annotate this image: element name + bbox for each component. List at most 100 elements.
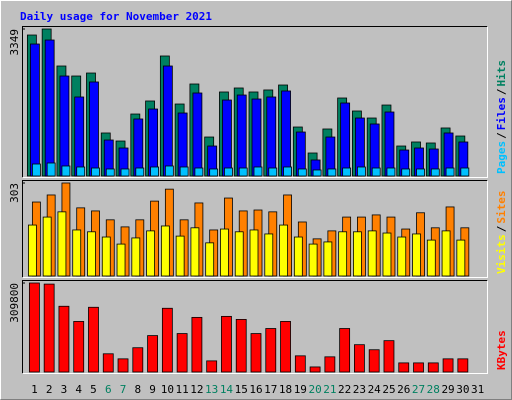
bar	[340, 102, 351, 177]
bar	[147, 335, 158, 373]
bar	[264, 233, 274, 277]
bar	[357, 166, 366, 177]
x-tick-label: 10	[161, 383, 174, 396]
bar	[442, 358, 454, 373]
bar	[293, 236, 303, 277]
x-tick-label: 20	[308, 383, 321, 396]
bar	[234, 231, 244, 277]
x-tick-label: 11	[176, 383, 189, 396]
legend-separator: /	[495, 132, 508, 139]
plot-border-light	[22, 26, 488, 178]
bar	[456, 239, 466, 277]
bar	[206, 360, 218, 373]
x-tick-label: 15	[235, 383, 248, 396]
bar	[132, 347, 144, 373]
bar	[430, 168, 440, 177]
y-tick-label: 3349	[8, 29, 21, 56]
bar	[401, 168, 411, 177]
bar	[250, 333, 262, 373]
x-tick-label: 25	[382, 383, 395, 396]
x-tick-label: 17	[264, 383, 277, 396]
bar	[342, 167, 352, 177]
bar	[27, 224, 37, 277]
bar	[371, 167, 381, 177]
bar	[179, 166, 189, 177]
bar	[236, 94, 247, 177]
bar	[192, 92, 203, 177]
x-tick-label: 2	[46, 383, 53, 396]
bar	[279, 224, 288, 277]
bar	[238, 167, 248, 177]
bar	[146, 230, 155, 277]
bar	[416, 168, 425, 177]
x-tick-label: 7	[120, 383, 127, 396]
legend-entry: KBytes	[495, 330, 508, 370]
bar	[209, 168, 219, 177]
bar	[105, 168, 115, 177]
bar	[150, 166, 159, 177]
x-tick-label: 9	[149, 383, 156, 396]
bar	[222, 99, 232, 177]
bar	[72, 229, 82, 277]
bar	[205, 242, 215, 277]
bar	[190, 227, 200, 277]
bar	[29, 43, 40, 177]
bar	[175, 235, 185, 277]
bar	[194, 167, 204, 177]
bar	[120, 168, 130, 177]
x-tick-label: 4	[75, 383, 82, 396]
bar	[251, 98, 262, 177]
bar	[268, 167, 278, 177]
x-tick-label: 18	[279, 383, 292, 396]
x-tick-label: 8	[134, 383, 141, 396]
y-tick-label: 303	[8, 183, 21, 203]
bar	[164, 165, 174, 177]
bar	[101, 236, 111, 277]
bar	[59, 75, 70, 177]
chart-title: Daily usage for November 2021	[20, 10, 212, 23]
bar	[73, 321, 85, 373]
bar	[61, 165, 71, 177]
plot-border-dark	[22, 26, 488, 178]
x-tick-label: 13	[205, 383, 218, 396]
bar	[327, 168, 337, 177]
bar	[441, 230, 451, 277]
x-tick-label: 24	[368, 383, 382, 396]
x-tick-label: 27	[412, 383, 425, 396]
bar	[280, 321, 291, 373]
bar	[116, 243, 126, 277]
bar	[397, 236, 407, 277]
bar	[117, 358, 129, 373]
bar	[386, 167, 396, 177]
bar	[412, 233, 421, 277]
plot-border-dark	[22, 180, 488, 278]
x-tick-label: 19	[294, 383, 307, 396]
x-tick-label: 5	[90, 383, 97, 396]
legend-entry: Files	[495, 97, 508, 130]
bar	[266, 96, 277, 177]
bar	[177, 112, 188, 177]
bar	[283, 166, 292, 177]
plot-border-light	[22, 280, 488, 374]
bar	[58, 305, 70, 373]
bar	[88, 306, 99, 373]
legend-separator: /	[495, 88, 508, 95]
y-tick-label: 309800	[8, 283, 21, 323]
bar	[131, 237, 141, 277]
bar	[42, 216, 52, 277]
bar	[43, 283, 55, 373]
bar	[31, 163, 41, 177]
x-tick-label: 16	[249, 383, 262, 396]
bar	[297, 168, 307, 177]
legend-entry: Sites	[495, 191, 508, 224]
bar	[28, 282, 40, 373]
bar	[91, 167, 100, 177]
bar	[457, 358, 469, 373]
bar	[445, 167, 455, 177]
bar	[235, 318, 247, 373]
bar	[191, 316, 203, 373]
bar	[354, 344, 365, 373]
x-tick-label: 14	[220, 383, 234, 396]
legend: Visits /Sites	[495, 191, 508, 275]
